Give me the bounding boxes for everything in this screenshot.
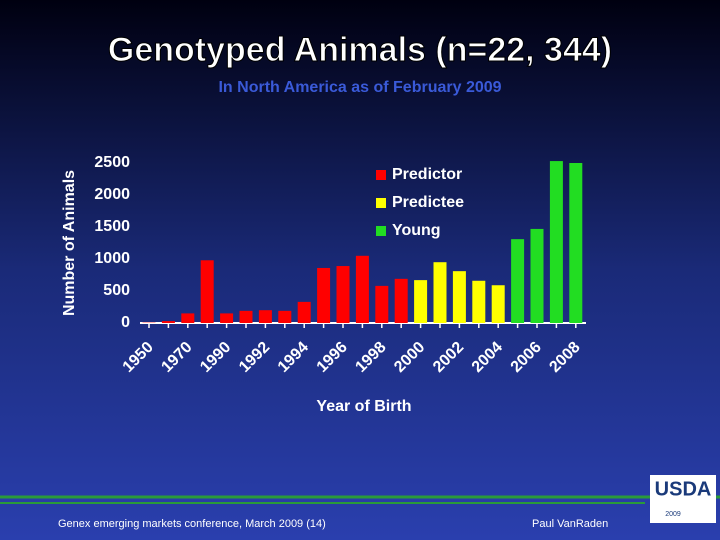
legend-label: Predictee	[392, 194, 464, 211]
bar	[452, 271, 466, 323]
bar	[239, 310, 253, 323]
y-tick-label: 500	[103, 282, 130, 299]
x-axis-label: Year of Birth	[316, 398, 411, 415]
legend-swatch	[376, 170, 386, 180]
bar	[336, 266, 350, 323]
bar	[317, 267, 331, 323]
bar	[472, 280, 486, 323]
subtitle: In North America as of February 2009	[218, 79, 501, 96]
y-tick-label: 2000	[94, 186, 130, 203]
bar	[414, 280, 428, 323]
bar	[394, 278, 408, 323]
bar	[530, 228, 544, 323]
logo: USDA	[655, 478, 712, 500]
logo-year: 2009	[665, 511, 681, 518]
y-tick-label: 2500	[94, 154, 130, 171]
legend-label: Predictor	[392, 166, 462, 183]
bar	[569, 163, 583, 323]
bar	[161, 321, 175, 323]
bar	[278, 310, 292, 323]
y-tick-label: 1500	[94, 218, 130, 235]
bar	[200, 260, 214, 323]
legend-swatch	[376, 198, 386, 208]
legend-label: Young	[392, 222, 441, 239]
y-tick-label: 1000	[94, 250, 130, 267]
bar	[433, 262, 447, 323]
logo-box	[650, 475, 716, 523]
legend-swatch	[376, 226, 386, 236]
bar	[220, 313, 234, 323]
y-tick-label: 0	[121, 314, 130, 331]
bar	[181, 313, 195, 323]
bar	[258, 310, 272, 323]
bar	[511, 239, 525, 323]
bar	[355, 255, 369, 323]
bar	[297, 301, 311, 323]
bar	[375, 285, 389, 323]
bar	[549, 161, 563, 323]
footer-right: Paul VanRaden	[532, 518, 608, 530]
y-axis-label: Number of Animals	[61, 170, 78, 316]
slide-title: Genotyped Animals (n=22, 344)	[108, 31, 612, 69]
bar	[491, 285, 505, 323]
footer-left: Genex emerging markets conference, March…	[58, 518, 326, 530]
